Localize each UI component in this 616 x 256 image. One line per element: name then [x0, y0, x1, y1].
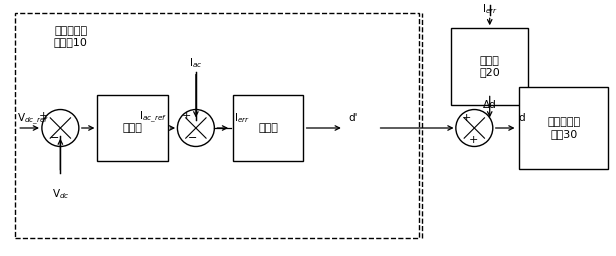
Text: +: + [182, 111, 191, 122]
Text: I$_{ac\_ref}$: I$_{ac\_ref}$ [139, 110, 168, 125]
Text: I$_{ac}$: I$_{ac}$ [189, 56, 203, 70]
Text: 电流电压控
制环入10: 电流电压控 制环入10 [54, 26, 87, 47]
Text: 电压环: 电压环 [123, 123, 142, 133]
Text: +: + [39, 111, 48, 122]
Text: d: d [519, 113, 525, 123]
Bar [451, 28, 529, 105]
Bar [15, 13, 419, 238]
Text: I$_{err}$: I$_{err}$ [482, 2, 498, 16]
Bar [97, 95, 168, 161]
Bar [519, 87, 609, 169]
Text: −: − [50, 133, 60, 143]
Bar [233, 95, 304, 161]
Ellipse shape [42, 110, 79, 146]
Text: +: + [461, 113, 471, 123]
Text: V$_{dc}$: V$_{dc}$ [52, 188, 69, 201]
Text: 脉冲载波调
制模30: 脉冲载波调 制模30 [547, 117, 580, 139]
Text: Δd: Δd [483, 100, 496, 110]
Text: d': d' [348, 113, 357, 123]
Text: 电流环: 电流环 [258, 123, 278, 133]
Text: +: + [469, 134, 479, 145]
Text: I$_{err}$: I$_{err}$ [234, 111, 250, 125]
Text: V$_{dc\_ref}$: V$_{dc\_ref}$ [17, 111, 50, 127]
Text: −: − [188, 133, 198, 143]
Ellipse shape [177, 110, 214, 146]
Text: 比例模
妆20: 比例模 妆20 [479, 56, 500, 77]
Ellipse shape [456, 110, 493, 146]
